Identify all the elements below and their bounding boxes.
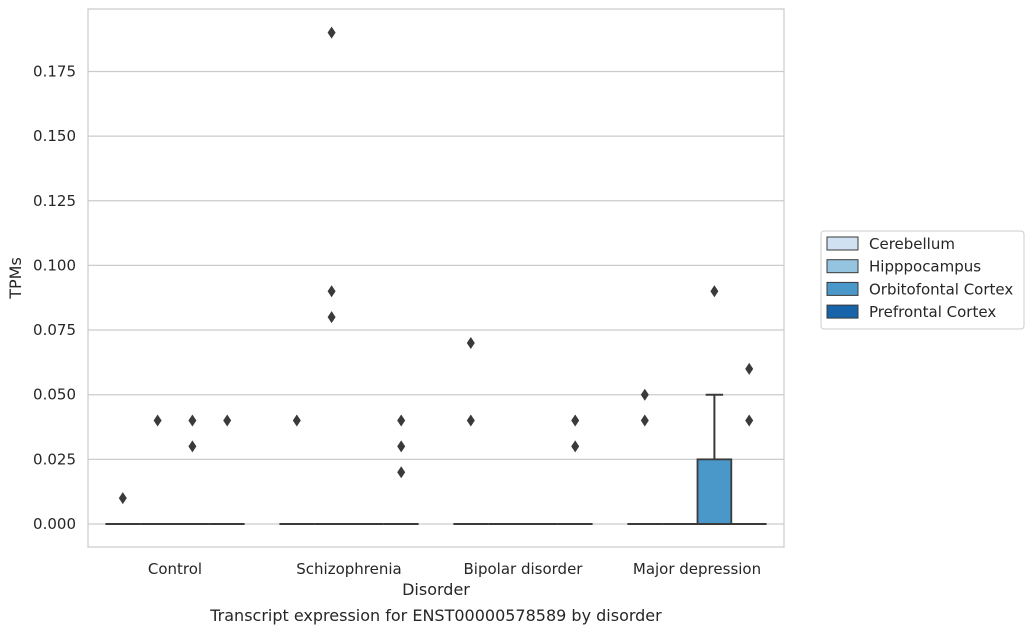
outlier-point (745, 362, 754, 375)
outlier-point (640, 388, 649, 401)
legend-label: Cerebellum (869, 235, 955, 253)
box-body (696, 458, 733, 525)
y-tick-label: 0.050 (33, 386, 76, 404)
y-tick-label: 0.175 (33, 62, 76, 80)
legend-frame (820, 230, 1025, 330)
axis-ticks: 0.000 0.025 0.050 0.075 0.100 0.125 0.150 0.175… (33, 62, 761, 578)
y-tick-label: 0.025 (33, 450, 76, 468)
x-tick-label: Bipolar disorder (464, 560, 584, 578)
outlier-point (327, 311, 336, 324)
outlier-point (188, 440, 197, 453)
outlier-point (292, 414, 301, 427)
plot-frame (87, 8, 785, 548)
x-axis-label: Disorder (402, 580, 470, 599)
legend-label: Prefrontal Cortex (869, 303, 996, 321)
outlier-point (466, 414, 475, 427)
y-tick-label: 0.150 (33, 127, 76, 145)
figure-caption: Transcript expression for ENST0000057858… (210, 606, 662, 625)
legend-swatch (826, 259, 859, 274)
x-tick-label: Schizophrenia (296, 560, 401, 578)
outlier-point (223, 414, 232, 427)
outlier-point (710, 285, 719, 298)
outlier-point (188, 414, 197, 427)
legend-swatch (826, 281, 859, 296)
outlier-point (118, 492, 127, 505)
outlier-point (466, 336, 475, 349)
y-tick-label: 0.075 (33, 321, 76, 339)
legend-swatch (826, 236, 859, 251)
y-axis-label: TPMs (6, 257, 25, 300)
outlier-point (571, 440, 580, 453)
legend: Cerebellum Hipppocampus Orbitofontal Corte… (820, 230, 1025, 330)
legend-label: Orbitofontal Cortex (869, 280, 1013, 298)
y-tick-label: 0.000 (33, 515, 76, 533)
outlier-point (571, 414, 580, 427)
legend-swatch (826, 304, 859, 319)
y-tick-label: 0.100 (33, 256, 76, 274)
gridlines (88, 70, 784, 525)
outlier-point (745, 414, 754, 427)
x-tick-label: Major depression (633, 560, 761, 578)
outlier-point (397, 440, 406, 453)
x-tick-label: Control (148, 560, 202, 578)
y-tick-label: 0.125 (33, 192, 76, 210)
legend-label: Hipppocampus (869, 258, 981, 276)
outlier-point (327, 26, 336, 39)
outlier-point (327, 285, 336, 298)
outlier-point (397, 466, 406, 479)
box-plot-marks (105, 26, 767, 525)
outlier-point (640, 414, 649, 427)
outlier-point (397, 414, 406, 427)
outlier-point (153, 414, 162, 427)
